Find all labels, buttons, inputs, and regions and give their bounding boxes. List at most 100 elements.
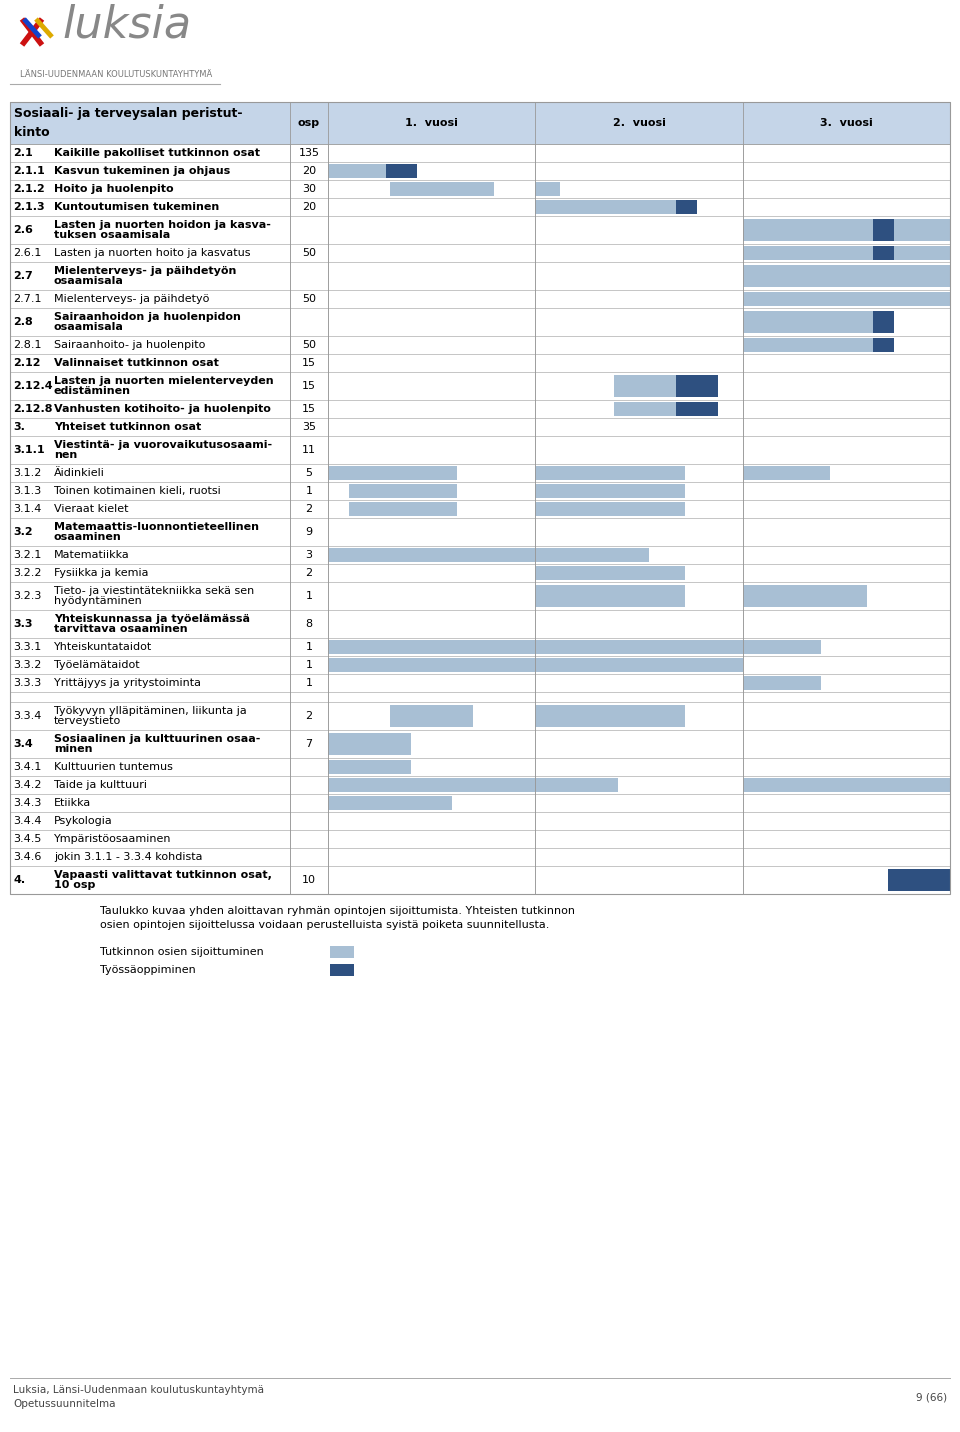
Bar xyxy=(10,546,950,564)
Bar xyxy=(348,484,457,498)
Bar xyxy=(743,338,874,352)
Bar xyxy=(10,500,950,518)
Bar xyxy=(10,656,950,674)
Text: 2.6: 2.6 xyxy=(13,225,33,235)
Text: 3.4.3: 3.4.3 xyxy=(13,798,41,808)
Text: 50: 50 xyxy=(302,294,316,304)
Bar xyxy=(874,219,894,241)
Text: Vanhusten kotihoito- ja huolenpito: Vanhusten kotihoito- ja huolenpito xyxy=(54,404,271,414)
Text: Vieraat kielet: Vieraat kielet xyxy=(54,504,129,514)
Bar xyxy=(328,733,411,755)
Text: Yhteiskunnassa ja työelämässä: Yhteiskunnassa ja työelämässä xyxy=(54,614,250,624)
Text: kinto: kinto xyxy=(14,126,50,139)
Bar xyxy=(10,848,950,866)
Text: Psykologia: Psykologia xyxy=(54,816,112,826)
Bar xyxy=(10,776,950,793)
Text: 30: 30 xyxy=(302,183,316,193)
Text: Sosiaali- ja terveysalan peristut-: Sosiaali- ja terveysalan peristut- xyxy=(14,107,243,120)
Bar xyxy=(743,265,950,286)
Bar xyxy=(10,831,950,848)
Text: 3.4.6: 3.4.6 xyxy=(13,852,41,862)
Bar xyxy=(10,372,950,400)
Bar xyxy=(328,760,411,773)
Text: Työssäoppiminen: Työssäoppiminen xyxy=(100,965,196,975)
Bar xyxy=(676,402,718,415)
Text: minen: minen xyxy=(54,745,92,755)
Bar xyxy=(390,182,493,196)
Text: 3.2: 3.2 xyxy=(13,527,33,537)
Text: 3.3.2: 3.3.2 xyxy=(13,660,41,670)
Bar xyxy=(10,400,950,418)
Text: 2.7.1: 2.7.1 xyxy=(13,294,41,304)
Text: 3.1.4: 3.1.4 xyxy=(13,504,41,514)
Bar xyxy=(888,869,950,891)
Bar xyxy=(10,198,950,216)
Text: 5: 5 xyxy=(305,468,313,478)
Text: Kuntoutumisen tukeminen: Kuntoutumisen tukeminen xyxy=(54,202,219,212)
Bar xyxy=(10,702,950,730)
Text: Sairaanhoito- ja huolenpito: Sairaanhoito- ja huolenpito xyxy=(54,339,205,349)
Text: 2.  vuosi: 2. vuosi xyxy=(612,117,665,127)
Text: 2.8: 2.8 xyxy=(13,316,33,326)
Bar xyxy=(874,246,894,259)
Text: 2.7: 2.7 xyxy=(13,271,33,281)
Text: Kaikille pakolliset tutkinnon osat: Kaikille pakolliset tutkinnon osat xyxy=(54,147,260,158)
Bar xyxy=(330,964,354,977)
Text: 1.  vuosi: 1. vuosi xyxy=(405,117,458,127)
Bar xyxy=(614,375,697,397)
Text: Etiikka: Etiikka xyxy=(54,798,91,808)
Text: 8: 8 xyxy=(305,619,313,629)
Bar xyxy=(10,483,950,500)
Bar xyxy=(328,778,536,792)
Text: Tutkinnon osien sijoittuminen: Tutkinnon osien sijoittuminen xyxy=(100,947,264,957)
Text: Toinen kotimainen kieli, ruotsi: Toinen kotimainen kieli, ruotsi xyxy=(54,485,221,495)
Text: Äidinkieli: Äidinkieli xyxy=(54,468,105,478)
Bar xyxy=(743,219,874,241)
Text: Hoito ja huolenpito: Hoito ja huolenpito xyxy=(54,183,174,193)
Text: 3.2.3: 3.2.3 xyxy=(13,591,41,601)
Text: Taide ja kulttuuri: Taide ja kulttuuri xyxy=(54,780,147,790)
Text: edistäminen: edistäminen xyxy=(54,387,131,397)
Text: Mielenterveys- ja päihdetyö: Mielenterveys- ja päihdetyö xyxy=(54,294,209,304)
Text: 15: 15 xyxy=(302,381,316,391)
Text: tuksen osaamisala: tuksen osaamisala xyxy=(54,231,170,241)
Text: 3: 3 xyxy=(305,550,313,560)
Bar xyxy=(743,311,874,332)
Text: Mielenterveys- ja päihdetyön: Mielenterveys- ja päihdetyön xyxy=(54,266,236,276)
Bar xyxy=(10,793,950,812)
Text: 2.1: 2.1 xyxy=(13,147,33,158)
Bar xyxy=(348,503,457,516)
Bar xyxy=(676,375,718,397)
Text: 3.3.3: 3.3.3 xyxy=(13,677,41,687)
Text: 3.3.4: 3.3.4 xyxy=(13,712,41,720)
Text: hyödyntäminen: hyödyntäminen xyxy=(54,596,142,606)
Text: Matematiikka: Matematiikka xyxy=(54,550,130,560)
Text: 135: 135 xyxy=(299,147,320,158)
Text: 2: 2 xyxy=(305,569,313,579)
Text: jokin 3.1.1 - 3.3.4 kohdista: jokin 3.1.1 - 3.3.4 kohdista xyxy=(54,852,203,862)
Bar xyxy=(536,548,649,561)
Bar xyxy=(328,640,536,654)
Bar xyxy=(614,402,697,415)
Bar xyxy=(10,102,950,894)
Text: Matemaattis-luonnontieteellinen: Matemaattis-luonnontieteellinen xyxy=(54,521,259,531)
Bar xyxy=(10,145,950,162)
Bar xyxy=(743,640,822,654)
Bar xyxy=(10,730,950,758)
Text: Fysiikka ja kemia: Fysiikka ja kemia xyxy=(54,569,149,579)
Text: Ympäristöosaaminen: Ympäristöosaaminen xyxy=(54,833,172,843)
Bar xyxy=(10,354,950,372)
Text: 35: 35 xyxy=(302,422,316,432)
Bar xyxy=(743,586,867,607)
Bar xyxy=(676,200,697,213)
Bar xyxy=(743,467,829,480)
Bar xyxy=(536,484,684,498)
Text: 2.1.3: 2.1.3 xyxy=(13,202,44,212)
Text: 2.12: 2.12 xyxy=(13,358,40,368)
Text: 2: 2 xyxy=(305,504,313,514)
Bar xyxy=(10,435,950,464)
Bar xyxy=(10,518,950,546)
Text: terveystieto: terveystieto xyxy=(54,716,121,726)
Bar xyxy=(10,812,950,831)
Bar xyxy=(10,102,950,145)
